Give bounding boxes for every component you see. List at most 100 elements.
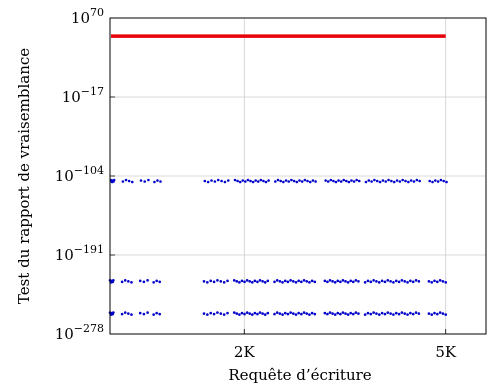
data-point [363,281,367,284]
data-point [427,280,431,283]
y-axis-label: Test du rapport de vraisemblance [15,48,33,304]
data-point [146,279,149,282]
data-point [153,180,156,184]
data-point [130,281,133,284]
data-point [427,312,431,315]
data-point [439,178,443,182]
data-point [283,311,287,315]
data-point [428,179,432,183]
data-point [339,180,343,183]
data-point [158,280,161,284]
data-point [400,311,404,314]
data-point [302,279,306,282]
data-point [406,313,409,316]
data-point [373,178,376,182]
data-point [357,179,361,183]
data-point [430,313,434,316]
data-point [216,178,220,182]
data-point [212,280,216,284]
data-point [308,313,311,316]
data-point [219,312,223,315]
data-point [267,179,270,182]
data-point [264,180,268,184]
data-point [245,279,249,282]
data-point [300,280,303,284]
data-point [341,279,345,282]
data-point [351,312,355,316]
y-tick-label: 10−104 [55,164,104,185]
axis-ticks: 1070 10−17 10−104 10−191 10−278 2K 5K [55,6,457,361]
series-2 [108,279,448,284]
data-point [383,312,387,316]
data-point [303,178,307,182]
data-point [127,312,130,315]
data-point [206,180,210,184]
data-point [226,279,229,283]
data-point [236,179,239,183]
data-point [216,311,219,314]
data-point [351,280,355,284]
data-point [159,180,162,183]
data-point [300,312,303,316]
data-point [377,281,381,284]
data-point [349,311,352,315]
data-point [261,312,264,315]
data-point [347,180,351,184]
data-point [323,311,327,315]
data-point [415,178,419,182]
data-point [372,311,375,314]
data-point [336,311,340,315]
data-point [401,178,404,182]
data-point [305,280,309,283]
data-point [326,280,329,284]
data-point [298,179,301,182]
data-point [418,179,421,183]
data-point [155,279,158,283]
y-tick-label: 10−17 [62,85,104,106]
data-point [430,281,434,284]
data-point [434,179,437,182]
data-point [142,312,146,316]
data-point [323,279,327,283]
data-point [377,313,381,316]
data-point [123,311,127,314]
data-point [206,281,209,284]
data-point [142,280,146,284]
series-1 [109,178,448,184]
y-tick-label: 10−278 [55,322,104,343]
data-point [326,180,330,183]
data-point [249,179,252,183]
data-point [146,311,149,314]
data-point [306,179,309,183]
data-point [120,312,124,316]
data-point [158,312,161,316]
data-point [263,281,267,284]
data-point [156,179,159,182]
data-point [240,279,244,283]
data-point [259,178,263,182]
data-point [235,312,239,315]
data-point [414,279,418,282]
data-point [313,312,317,316]
data-point [202,312,206,315]
data-point [238,180,242,184]
data-point [209,311,213,315]
data-point [417,312,421,315]
data-point [357,280,360,283]
data-point [258,311,262,314]
data-point [112,311,115,314]
data-point [219,280,223,283]
data-point [436,180,440,183]
data-point [273,312,276,316]
data-point [339,280,342,284]
grid-lines [110,17,486,335]
data-point [263,313,267,316]
series-3 [108,311,448,316]
data-point [302,311,306,314]
data-point [139,179,143,182]
data-point [155,311,158,315]
data-point [349,279,352,283]
data-point [232,279,236,282]
data-point [253,311,257,315]
data-point [246,178,250,182]
